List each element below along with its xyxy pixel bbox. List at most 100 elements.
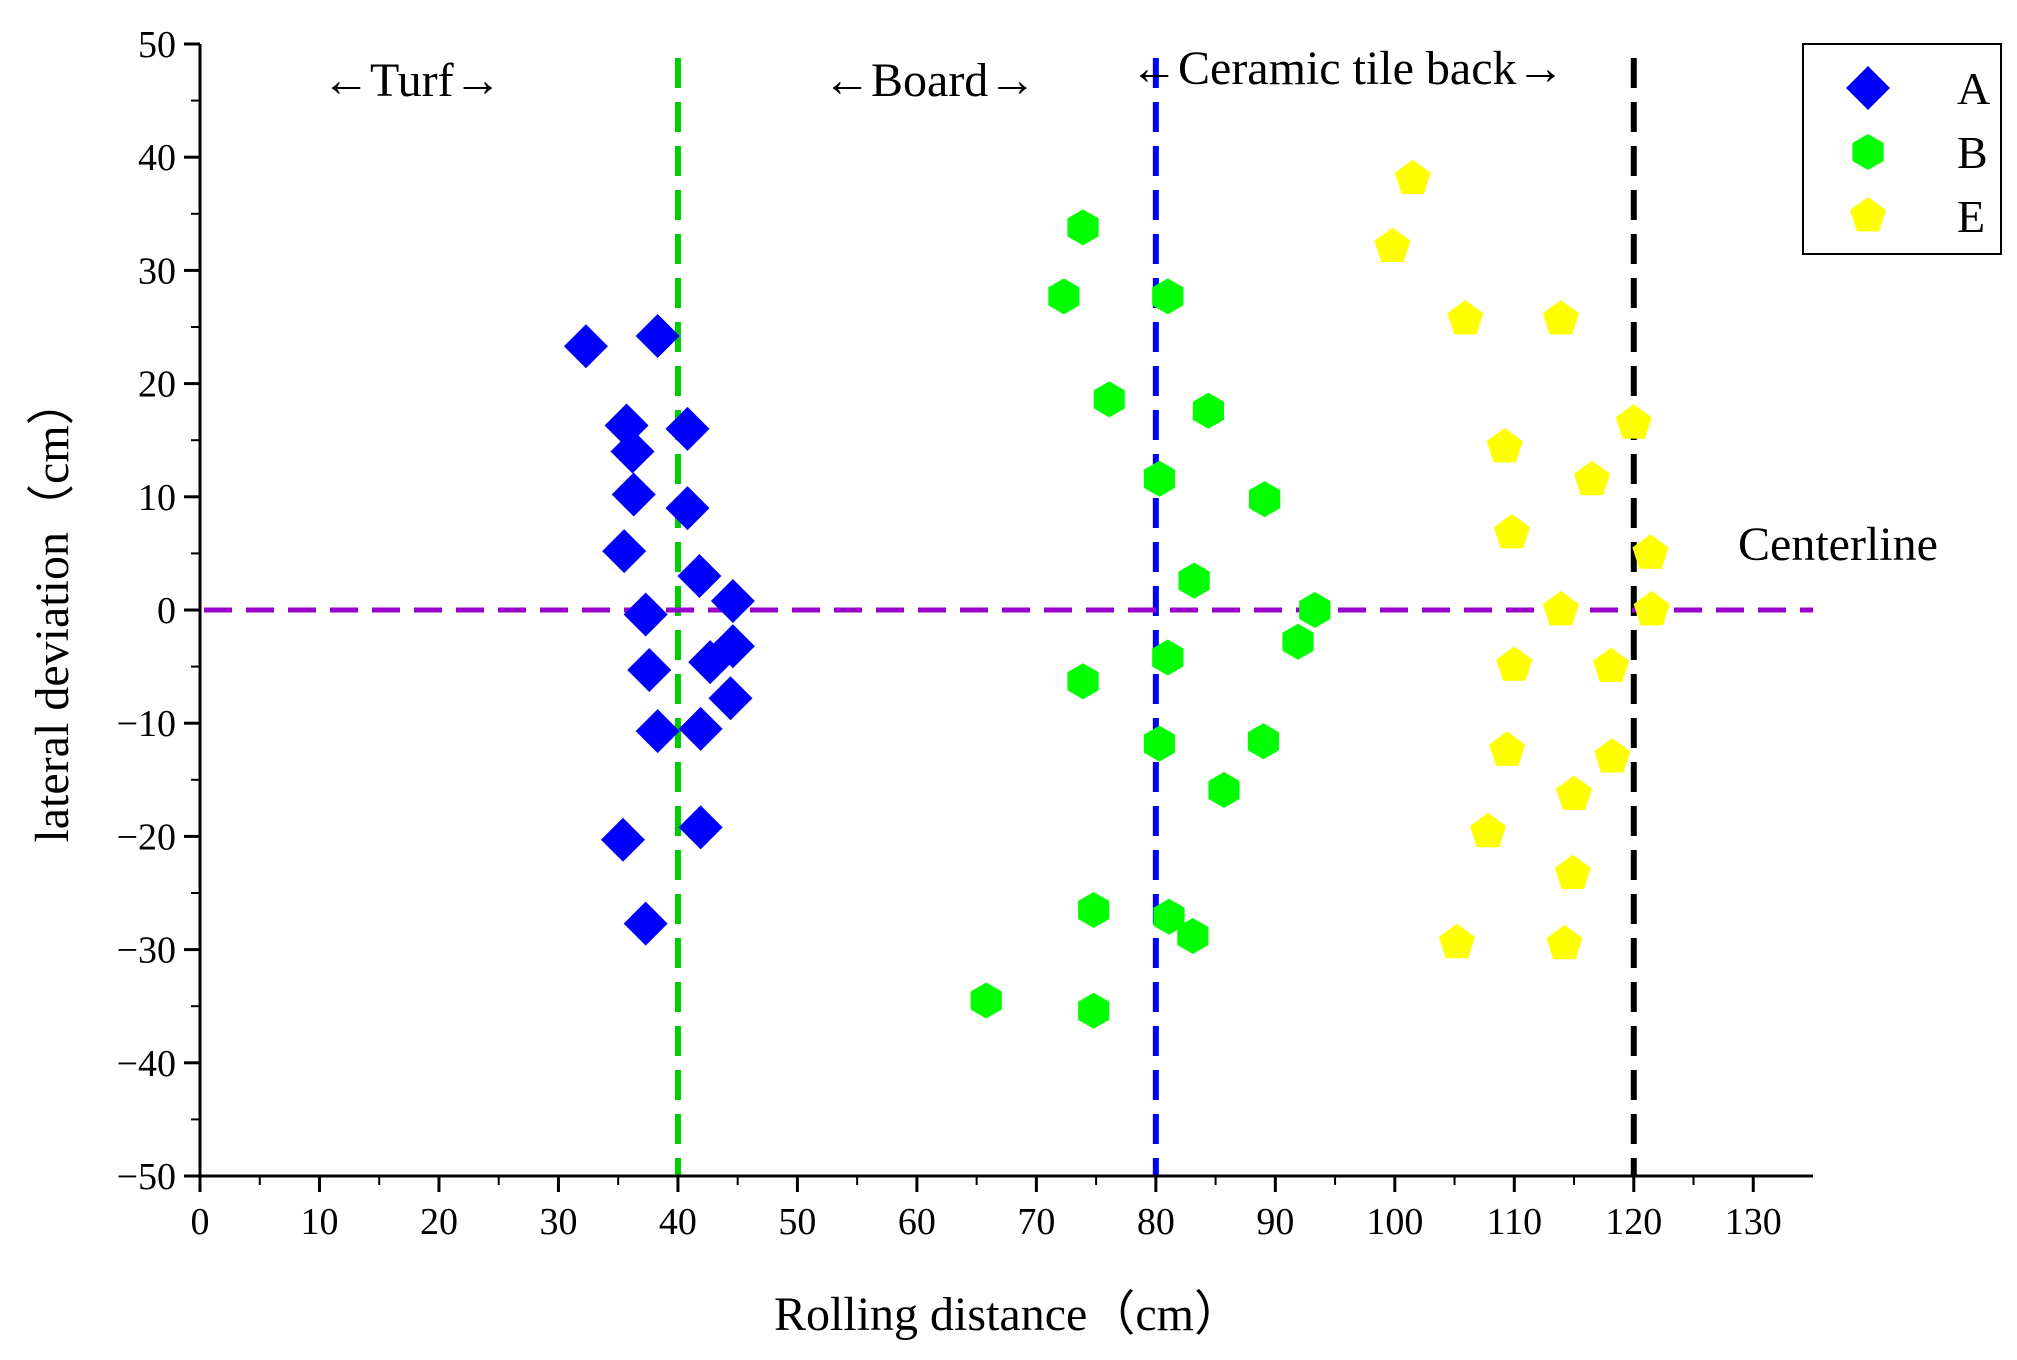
point-E-4 — [1615, 404, 1652, 439]
point-B-18 — [970, 982, 1002, 1019]
point-E-5 — [1486, 428, 1523, 463]
point-E-7 — [1493, 514, 1530, 549]
x-tick-label-0: 0 — [191, 1201, 210, 1243]
point-E-12 — [1593, 647, 1630, 682]
point-B-4 — [1192, 392, 1224, 429]
point-B-14 — [1208, 772, 1240, 808]
point-E-11 — [1496, 646, 1533, 681]
x-tick-label-100: 100 — [1366, 1201, 1423, 1243]
legend-marker-E — [1849, 197, 1887, 232]
point-B-7 — [1178, 562, 1210, 599]
point-B-5 — [1143, 460, 1175, 497]
legend-label-E: E — [1957, 191, 1985, 242]
x-tick-label-80: 80 — [1137, 1201, 1175, 1243]
point-A-17 — [600, 817, 645, 862]
data-points — [563, 159, 1670, 1029]
x-tick-label-110: 110 — [1486, 1201, 1542, 1243]
point-E-3 — [1542, 300, 1579, 335]
point-E-1 — [1374, 227, 1411, 262]
point-B-17 — [1177, 918, 1209, 954]
point-B-9 — [1282, 623, 1314, 660]
point-B-11 — [1067, 663, 1099, 700]
axes: 0 10 20 30 40 50 60 70 80 90 100 110 120 130−50−40−30… — [117, 24, 1813, 1243]
y-tick-label--20: −20 — [117, 816, 176, 858]
legend-label-B: B — [1957, 127, 1988, 178]
y-tick-label--10: −10 — [117, 703, 176, 745]
x-tick-label-30: 30 — [539, 1201, 577, 1243]
x-tick-label-130: 130 — [1725, 1201, 1782, 1243]
x-tick-label-10: 10 — [300, 1201, 338, 1243]
y-tick-label-30: 30 — [138, 250, 176, 292]
x-tick-label-120: 120 — [1605, 1201, 1662, 1243]
point-A-16 — [678, 706, 723, 751]
x-tick-label-50: 50 — [778, 1201, 816, 1243]
y-tick-label-20: 20 — [138, 364, 176, 406]
point-B-8 — [1299, 592, 1331, 628]
point-E-13 — [1489, 731, 1526, 766]
point-A-19 — [623, 901, 668, 946]
y-tick-label-10: 10 — [138, 477, 176, 519]
x-tick-label-20: 20 — [420, 1201, 458, 1243]
point-B-6 — [1249, 481, 1281, 518]
point-E-14 — [1594, 738, 1631, 773]
y-axis-title: lateral deviation（cm） — [26, 377, 79, 842]
y-tick-label--30: −30 — [117, 930, 176, 972]
point-E-16 — [1469, 812, 1507, 848]
legend-box — [1802, 43, 2002, 255]
region-label-ceramic: ←Ceramic tile back→ — [1130, 42, 1565, 95]
point-E-2 — [1447, 300, 1484, 335]
point-A-14 — [708, 676, 753, 721]
point-A-18 — [678, 805, 723, 850]
legend-marker-A — [1846, 66, 1890, 110]
point-A-13 — [710, 624, 755, 669]
point-B-12 — [1143, 725, 1175, 762]
point-B-1 — [1048, 278, 1080, 315]
point-A-15 — [635, 709, 680, 754]
point-E-0 — [1394, 159, 1431, 195]
point-E-9 — [1542, 591, 1579, 626]
point-B-2 — [1152, 278, 1184, 315]
point-A-3 — [665, 406, 710, 451]
point-B-13 — [1247, 723, 1279, 760]
point-E-17 — [1554, 854, 1591, 890]
point-B-10 — [1152, 639, 1184, 676]
point-E-6 — [1573, 460, 1610, 496]
y-tick-label--50: −50 — [117, 1156, 176, 1198]
legend-label-A: A — [1957, 63, 1990, 114]
region-label-turf: ←Turf→ — [322, 54, 502, 107]
centerline-label: Centerline — [1738, 518, 1938, 571]
point-A-7 — [602, 529, 647, 574]
point-A-11 — [627, 647, 672, 692]
point-E-18 — [1438, 923, 1475, 959]
y-tick-label-40: 40 — [138, 137, 176, 179]
point-E-19 — [1546, 924, 1583, 960]
point-E-8 — [1632, 534, 1669, 569]
point-A-8 — [677, 554, 722, 599]
x-tick-label-40: 40 — [659, 1201, 697, 1243]
legend: ABE — [1802, 43, 2002, 255]
point-A-0 — [563, 324, 608, 369]
legend-marker-B — [1852, 134, 1884, 170]
point-A-1 — [635, 314, 680, 359]
point-A-5 — [611, 472, 656, 517]
point-E-10 — [1633, 591, 1670, 626]
x-tick-label-60: 60 — [898, 1201, 936, 1243]
point-B-16 — [1153, 898, 1185, 935]
point-A-10 — [623, 592, 668, 637]
y-tick-label-0: 0 — [157, 590, 176, 632]
point-E-15 — [1556, 775, 1593, 810]
point-B-19 — [1078, 992, 1110, 1029]
x-axis-title: Rolling distance（cm） — [774, 1288, 1242, 1341]
point-B-3 — [1093, 381, 1125, 418]
point-B-15 — [1078, 892, 1110, 928]
region-label-board: ←Board→ — [823, 54, 1036, 107]
y-tick-label--40: −40 — [117, 1043, 176, 1085]
point-A-4 — [610, 429, 655, 474]
point-A-9 — [710, 578, 755, 623]
y-tick-label-50: 50 — [138, 24, 176, 66]
x-tick-label-70: 70 — [1017, 1201, 1055, 1243]
reference-lines — [204, 58, 1813, 1176]
x-tick-label-90: 90 — [1256, 1201, 1294, 1243]
point-B-0 — [1067, 209, 1099, 246]
